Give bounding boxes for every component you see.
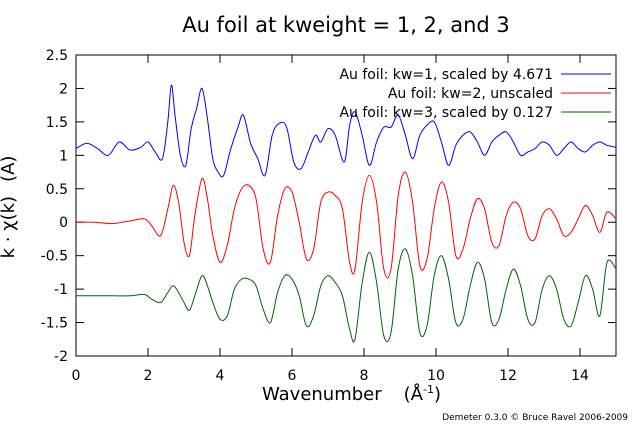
y-tick-label: -0.5	[41, 249, 68, 265]
y-tick-label: 2	[59, 81, 68, 97]
x-tick-label: 12	[499, 368, 517, 384]
y-tick-label: 1	[59, 148, 68, 164]
x-axis-unit-close: )	[434, 384, 441, 405]
y-tick-label: 1.5	[46, 115, 68, 131]
y-tick-label: 2.5	[46, 48, 68, 64]
y-axis-label-text: k · χ(k) (A)	[0, 156, 19, 259]
legend-label-1: Au foil: kw=1, scaled by 4.671	[339, 67, 553, 83]
x-axis-unit: (Å	[404, 383, 424, 405]
series-line-1	[75, 84, 617, 178]
x-axis-label: Wavenumber (Å-1)	[262, 383, 441, 405]
x-axis-label-main: Wavenumber	[262, 384, 382, 405]
x-tick-label: 4	[216, 368, 225, 384]
x-tick-label: 0	[72, 368, 81, 384]
legend-label-2: Au foil: kw=2, unscaled	[388, 86, 553, 102]
footer-credit: Demeter 0.3.0 © Bruce Ravel 2006-2009	[442, 413, 628, 423]
y-axis-label-unit: (A)	[0, 156, 19, 182]
y-axis-label: k · χ(k) (A)	[0, 156, 19, 259]
plot-border	[75, 54, 617, 357]
x-tick-label: 10	[427, 368, 445, 384]
x-tick-label: 6	[288, 368, 297, 384]
series-layer	[75, 84, 617, 343]
y-tick-label: 0.5	[46, 182, 68, 198]
chart-title: Au foil at kweight = 1, 2, and 3	[182, 13, 510, 37]
legend-label-3: Au foil: kw=3, scaled by 0.127	[339, 105, 553, 121]
series-line-3	[76, 248, 617, 343]
y-tick-label: -1	[54, 282, 68, 298]
y-tick-label: -1.5	[41, 316, 68, 332]
x-tick-label: 14	[571, 368, 589, 384]
y-axis-label-main: k · χ(k)	[0, 196, 19, 258]
x-axis: 0 2 4 6 8 10 12 14	[72, 55, 589, 384]
x-axis-unit-exp: -1	[423, 383, 434, 396]
y-tick-label: -2	[54, 349, 68, 365]
y-tick-label: 0	[59, 215, 68, 231]
plot-frame	[75, 54, 617, 357]
y-axis: -2 -1.5 -1 -0.5 0 0.5 1 1.5 2 2.5	[41, 48, 616, 365]
legend: Au foil: kw=1, scaled by 4.671 Au foil: k…	[339, 67, 611, 121]
x-tick-label: 8	[360, 368, 369, 384]
series-line-2	[75, 171, 617, 279]
x-tick-label: 2	[144, 368, 153, 384]
